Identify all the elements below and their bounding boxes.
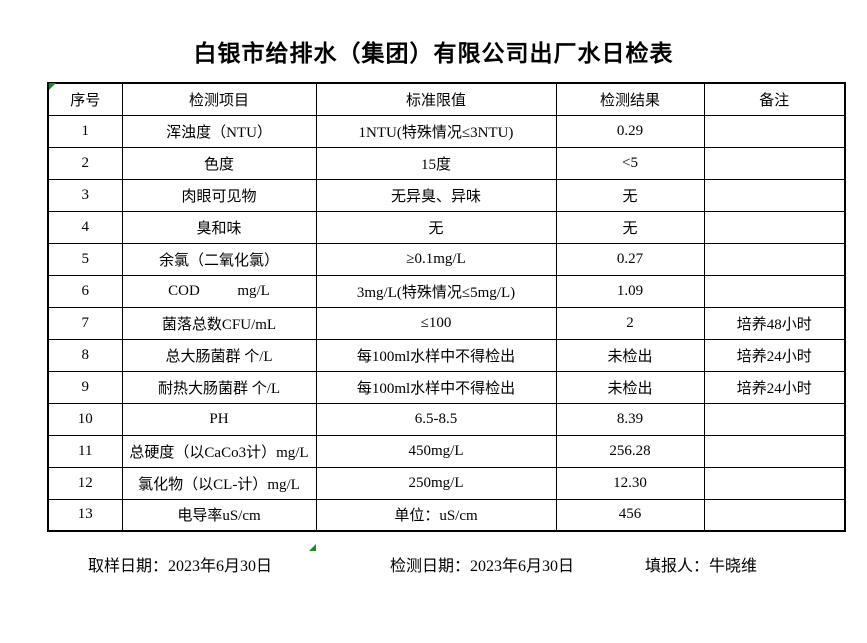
row-number-cell: 2	[47, 146, 123, 180]
remark-cell: 培养24小时	[703, 338, 846, 372]
remark-cell: 培养24小时	[703, 370, 846, 404]
item-name-cell: 氯化物（以CL-计）mg/L	[121, 466, 317, 500]
remark-cell	[703, 434, 846, 468]
test-result-cell: 0.29	[555, 114, 705, 148]
table-row: 5 余氯（二氧化氯） ≥0.1mg/L 0.27	[47, 242, 846, 276]
table-row: 13 电导率uS/cm 单位：uS/cm 456	[47, 498, 846, 532]
remark-cell	[703, 146, 846, 180]
table-bottom-flag-icon	[309, 544, 316, 551]
test-result-cell: 2	[555, 306, 705, 340]
standard-limit-cell: 15度	[315, 146, 557, 180]
item-name-cell: 耐热大肠菌群 个/L	[121, 370, 317, 404]
remark-cell	[703, 114, 846, 148]
row-number-cell: 10	[47, 402, 123, 436]
item-name-cell: COD mg/L	[121, 274, 317, 308]
test-result-cell: 1.09	[555, 274, 705, 308]
standard-limit-cell: 450mg/L	[315, 434, 557, 468]
item-name-cell: 臭和味	[121, 210, 317, 244]
cell-corner-flag-icon	[49, 83, 56, 90]
header-serial-number: 序号	[47, 82, 123, 116]
test-date: 检测日期：2023年6月30日	[390, 558, 575, 575]
standard-limit-cell: ≥0.1mg/L	[315, 242, 557, 276]
standard-limit-cell: 每100ml水样中不得检出	[315, 338, 557, 372]
row-number-cell: 1	[47, 114, 123, 148]
standard-limit-cell: 无异臭、异味	[315, 178, 557, 212]
header-standard-limit: 标准限值	[315, 82, 557, 116]
table-row: 7 菌落总数CFU/mL ≤100 2 培养48小时	[47, 306, 846, 340]
table-row: 8 总大肠菌群 个/L 每100ml水样中不得检出 未检出 培养24小时	[47, 338, 846, 372]
table-row: 12 氯化物（以CL-计）mg/L 250mg/L 12.30	[47, 466, 846, 500]
row-number-cell: 11	[47, 434, 123, 468]
remark-cell	[703, 242, 846, 276]
table-row: 11 总硬度（以CaCo3计）mg/L 450mg/L 256.28	[47, 434, 846, 468]
table-row: 3 肉眼可见物 无异臭、异味无	[47, 178, 846, 212]
item-name-cell: 总大肠菌群 个/L	[121, 338, 317, 372]
standard-limit-cell: 6.5-8.5	[315, 402, 557, 436]
table-row: 4 臭和味无无	[47, 210, 846, 244]
standard-limit-cell: 250mg/L	[315, 466, 557, 500]
table-body: 1 浑浊度（NTU） 1NTU(特殊情况≤3NTU) 0.29 2 色度 15度 <5 3 肉眼可…	[47, 114, 846, 532]
inspection-table: 序号 检测项目 标准限值 检测结果 备注 1 浑浊度（NTU） 1NTU(特殊情况≤…	[47, 82, 846, 532]
table-header-row: 序号 检测项目 标准限值 检测结果 备注	[47, 82, 846, 116]
row-number-cell: 3	[47, 178, 123, 212]
item-name-cell: 浑浊度（NTU）	[121, 114, 317, 148]
test-result-cell: 12.30	[555, 466, 705, 500]
item-name-cell: 色度	[121, 146, 317, 180]
sampling-date: 取样日期：2023年6月30日	[88, 558, 273, 575]
item-name-cell: 余氯（二氧化氯）	[121, 242, 317, 276]
test-result-cell: 8.39	[555, 402, 705, 436]
test-result-cell: 无	[555, 178, 705, 212]
item-name-cell: PH	[121, 402, 317, 436]
header-test-item: 检测项目	[121, 82, 317, 116]
remark-cell	[703, 274, 846, 308]
test-result-cell: <5	[555, 146, 705, 180]
item-name-cell: 肉眼可见物	[121, 178, 317, 212]
header-remarks: 备注	[703, 82, 846, 116]
standard-limit-cell: 无	[315, 210, 557, 244]
standard-limit-cell: 3mg/L(特殊情况≤5mg/L)	[315, 274, 557, 308]
standard-limit-cell: 1NTU(特殊情况≤3NTU)	[315, 114, 557, 148]
table-row: 1 浑浊度（NTU） 1NTU(特殊情况≤3NTU) 0.29	[47, 114, 846, 148]
remark-cell	[703, 498, 846, 532]
table-row: 9 耐热大肠菌群 个/L 每100ml水样中不得检出 未检出 培养24小时	[47, 370, 846, 404]
remark-cell	[703, 210, 846, 244]
reporter-name: 填报人：牛晓维	[645, 558, 758, 575]
row-number-cell: 8	[47, 338, 123, 372]
row-number-cell: 7	[47, 306, 123, 340]
remark-cell	[703, 402, 846, 436]
remark-cell	[703, 178, 846, 212]
row-number-cell: 12	[47, 466, 123, 500]
test-result-cell: 未检出	[555, 338, 705, 372]
table-row: 6 COD mg/L 3mg/L(特殊情况≤5mg/L) 1.09	[47, 274, 846, 308]
test-result-cell: 无	[555, 210, 705, 244]
item-name-cell: 菌落总数CFU/mL	[121, 306, 317, 340]
standard-limit-cell: ≤100	[315, 306, 557, 340]
footer: 取样日期：2023年6月30日 检测日期：2023年6月30日 填报人：牛晓维	[0, 552, 867, 575]
table-row: 10 PH 6.5-8.5 8.39	[47, 402, 846, 436]
test-result-cell: 256.28	[555, 434, 705, 468]
item-name-cell: 总硬度（以CaCo3计）mg/L	[121, 434, 317, 468]
test-result-cell: 0.27	[555, 242, 705, 276]
item-name-cell: 电导率uS/cm	[121, 498, 317, 532]
row-number-cell: 9	[47, 370, 123, 404]
row-number-cell: 5	[47, 242, 123, 276]
row-number-cell: 4	[47, 210, 123, 244]
table-row: 2 色度 15度 <5	[47, 146, 846, 180]
row-number-cell: 13	[47, 498, 123, 532]
row-number-cell: 6	[47, 274, 123, 308]
remark-cell	[703, 466, 846, 500]
standard-limit-cell: 单位：uS/cm	[315, 498, 557, 532]
header-test-result: 检测结果	[555, 82, 705, 116]
page-title: 白银市给排水（集团）有限公司出厂水日检表	[193, 41, 674, 66]
remark-cell: 培养48小时	[703, 306, 846, 340]
test-result-cell: 456	[555, 498, 705, 532]
standard-limit-cell: 每100ml水样中不得检出	[315, 370, 557, 404]
test-result-cell: 未检出	[555, 370, 705, 404]
